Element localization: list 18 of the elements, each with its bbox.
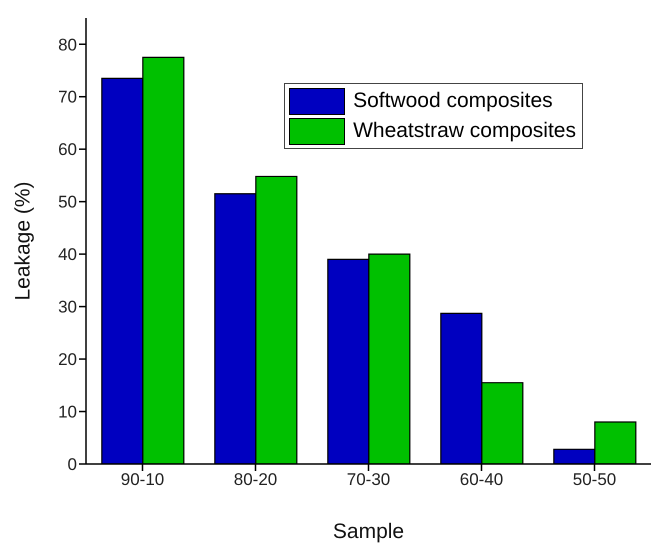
x-tick-label: 60-40 [460,470,504,490]
y-tick-label: 0 [68,455,77,474]
y-tick-label: 70 [58,88,77,107]
x-tick-label: 50-50 [572,470,616,490]
y-tick-label: 20 [58,350,77,370]
x-axis-title: Sample [332,520,404,543]
y-tick-label: 10 [58,402,77,422]
y-tick-label: 80 [58,35,77,54]
y-tick-label: 60 [58,140,77,160]
x-tick-label: 70-30 [346,470,390,490]
y-tick-label: 50 [58,192,77,212]
y-axis-title: Leakage (%) [11,181,34,301]
x-tick-label: 80-20 [234,470,278,490]
legend-label: Wheatstraw composites [353,119,576,143]
y-tick-label: 30 [58,298,77,317]
x-tick-label: 90-10 [120,470,164,490]
legend-label: Softwood composites [353,89,553,113]
y-tick-label: 40 [58,245,77,264]
